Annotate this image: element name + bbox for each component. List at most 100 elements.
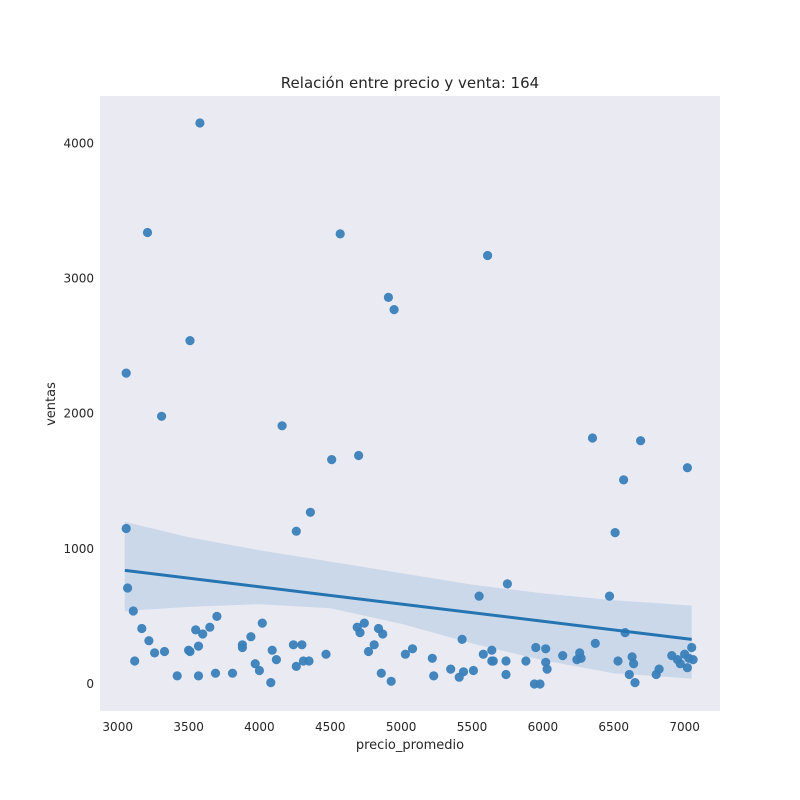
data-point bbox=[682, 663, 693, 673]
data-point bbox=[271, 655, 281, 665]
data-point bbox=[383, 292, 393, 302]
data-point bbox=[376, 668, 386, 678]
data-point bbox=[250, 659, 260, 669]
data-point bbox=[386, 676, 396, 686]
data-point bbox=[468, 665, 478, 676]
y-tick-label: 1000 bbox=[63, 542, 94, 556]
regression-line-path bbox=[124, 568, 692, 641]
data-point bbox=[624, 669, 634, 680]
data-point bbox=[321, 649, 331, 659]
data-point bbox=[335, 229, 345, 239]
data-point bbox=[144, 636, 154, 646]
data-point bbox=[590, 638, 600, 649]
data-point bbox=[378, 629, 388, 639]
data-point bbox=[359, 618, 369, 628]
data-point bbox=[172, 671, 182, 681]
x-tick-label: 5500 bbox=[457, 720, 488, 734]
data-point bbox=[193, 641, 204, 651]
confidence-band-area bbox=[124, 521, 692, 679]
data-point bbox=[137, 623, 147, 634]
data-point bbox=[369, 640, 379, 650]
data-point bbox=[636, 436, 646, 446]
data-point bbox=[195, 118, 205, 128]
data-point bbox=[304, 656, 314, 666]
data-point bbox=[487, 645, 497, 655]
data-point bbox=[277, 421, 287, 431]
data-point bbox=[610, 528, 620, 538]
y-axis-ticks: 0 1000 2000 3000 4000 bbox=[63, 136, 94, 691]
data-point bbox=[630, 678, 640, 688]
data-point bbox=[483, 250, 493, 261]
data-point bbox=[227, 668, 238, 678]
data-point bbox=[121, 368, 131, 378]
data-point bbox=[457, 634, 467, 645]
data-point bbox=[254, 665, 264, 676]
data-point bbox=[502, 579, 512, 589]
x-tick-label: 6000 bbox=[528, 720, 559, 734]
data-point bbox=[613, 656, 623, 666]
y-tick-label: 2000 bbox=[63, 407, 94, 421]
x-tick-label: 4500 bbox=[315, 720, 346, 734]
data-point bbox=[185, 646, 195, 657]
data-point bbox=[501, 669, 511, 680]
confidence-band bbox=[124, 521, 692, 679]
data-point bbox=[488, 656, 498, 666]
data-point bbox=[619, 475, 629, 485]
x-tick-label: 5000 bbox=[386, 720, 417, 734]
data-point bbox=[297, 640, 307, 650]
regression-line bbox=[124, 568, 692, 641]
data-point bbox=[688, 655, 698, 665]
y-axis-label: ventas bbox=[44, 382, 59, 426]
data-point bbox=[291, 526, 301, 536]
data-point bbox=[541, 644, 551, 654]
data-point bbox=[675, 659, 685, 669]
x-tick-label: 3500 bbox=[173, 720, 204, 734]
data-point bbox=[159, 646, 170, 657]
data-point bbox=[458, 667, 469, 677]
data-point bbox=[687, 642, 697, 653]
data-point bbox=[121, 523, 131, 534]
data-point bbox=[407, 644, 418, 654]
data-point bbox=[246, 632, 256, 642]
data-point bbox=[587, 433, 598, 443]
data-point bbox=[198, 629, 208, 639]
y-tick-label: 0 bbox=[86, 677, 94, 691]
data-point bbox=[237, 642, 247, 653]
data-point bbox=[210, 668, 221, 678]
y-tick-label: 3000 bbox=[63, 272, 94, 286]
data-point bbox=[542, 664, 552, 674]
data-point bbox=[521, 656, 531, 666]
data-point bbox=[142, 227, 153, 238]
data-point bbox=[205, 622, 215, 632]
data-point bbox=[123, 583, 133, 593]
x-tick-label: 4000 bbox=[244, 720, 275, 734]
data-point bbox=[429, 671, 439, 681]
data-point bbox=[558, 651, 568, 661]
data-point bbox=[257, 618, 267, 628]
data-point bbox=[400, 649, 410, 659]
data-point bbox=[150, 648, 160, 658]
data-point bbox=[157, 411, 167, 421]
data-point bbox=[531, 642, 541, 653]
data-point bbox=[355, 628, 365, 638]
x-axis-ticks: 3000 3500 4000 4500 5000 5500 6000 6500 7000 bbox=[102, 720, 699, 734]
x-tick-label: 3000 bbox=[102, 720, 133, 734]
data-point bbox=[193, 671, 204, 681]
data-point bbox=[354, 450, 364, 461]
data-point bbox=[478, 649, 488, 659]
data-point bbox=[288, 640, 298, 650]
data-point bbox=[474, 591, 484, 601]
x-tick-label: 6500 bbox=[598, 720, 629, 734]
data-point bbox=[327, 455, 337, 465]
data-point bbox=[305, 507, 315, 517]
data-point bbox=[363, 646, 374, 657]
data-point bbox=[266, 678, 276, 688]
data-point bbox=[128, 606, 138, 616]
chart-title: Relación entre precio y venta: 164 bbox=[281, 74, 539, 92]
data-points bbox=[121, 118, 698, 689]
y-tick-label: 4000 bbox=[63, 136, 94, 150]
x-axis-label: precio_promedio bbox=[356, 738, 464, 753]
data-point bbox=[629, 659, 639, 669]
data-point bbox=[501, 656, 511, 666]
